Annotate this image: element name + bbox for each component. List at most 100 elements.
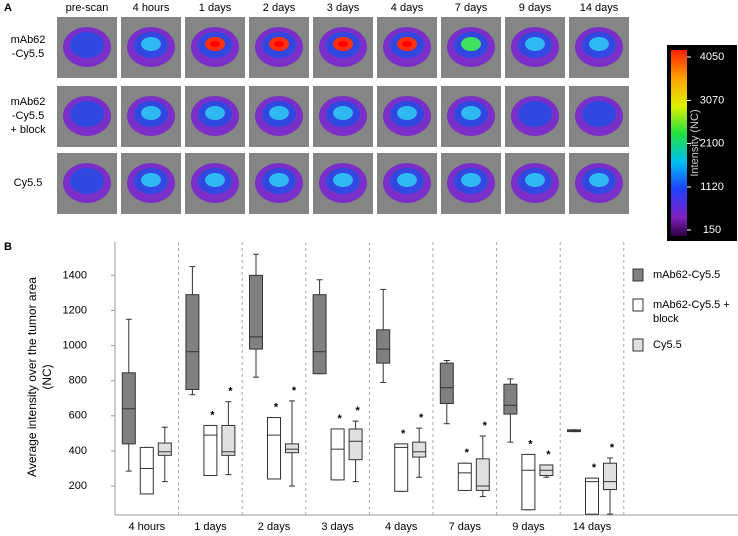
box [221, 424, 236, 456]
colorbar-label: Intensity (NC) [689, 109, 701, 176]
legend-swatch [632, 268, 644, 282]
x-tick-label: 4 hours [128, 521, 165, 533]
signal [333, 173, 353, 187]
row-label-line: + block [10, 124, 46, 136]
box [157, 442, 172, 456]
significance: * [528, 438, 533, 450]
box [312, 294, 327, 375]
signal [70, 101, 104, 127]
panel-label: B [4, 241, 12, 253]
row-label-line: -Cy5.5 [11, 48, 45, 60]
y-axis-label: Average intensity over the tumor area (N… [25, 277, 54, 477]
signal [518, 101, 552, 127]
row-label-line: mAb62 [10, 34, 46, 46]
x-tick-label: 1 days [194, 521, 227, 533]
x-tick-label: 7 days [449, 521, 482, 533]
significance: * [401, 428, 406, 440]
signal [338, 41, 348, 47]
significance: * [228, 386, 233, 398]
column-label: 4 days [391, 2, 424, 14]
y-tick-label: 600 [69, 410, 87, 422]
column-label: 4 hours [133, 2, 170, 14]
x-tick-label: 4 days [385, 521, 418, 533]
legend-swatch [632, 338, 644, 352]
box [267, 417, 281, 480]
signal [525, 173, 545, 187]
row-label-line: Cy5.5 [13, 177, 43, 189]
box [439, 362, 454, 405]
box [503, 383, 518, 415]
box [603, 462, 617, 491]
legend-swatch [632, 298, 644, 312]
significance: * [337, 413, 342, 425]
significance: * [592, 462, 597, 474]
signal [210, 41, 220, 47]
box [185, 294, 200, 390]
signal [269, 173, 289, 187]
box [203, 424, 218, 476]
y-tick-label: 1000 [63, 339, 87, 351]
x-tick-label: 2 days [258, 521, 291, 533]
signal [461, 173, 481, 187]
box [348, 428, 363, 461]
significance: * [546, 449, 551, 461]
legend-label: mAb62-Cy5.5 + block [653, 299, 730, 325]
row-label: Cy5.5 [0, 176, 56, 190]
x-tick-label: 9 days [512, 521, 545, 533]
signal [525, 37, 545, 51]
box [475, 458, 490, 491]
signal [274, 41, 284, 47]
box [585, 477, 599, 515]
signal [589, 173, 609, 187]
signal [582, 101, 616, 127]
signal [269, 106, 289, 120]
column-label: pre-scan [66, 2, 109, 14]
significance: * [483, 420, 488, 432]
signal [402, 41, 412, 47]
signal [141, 173, 161, 187]
box [330, 428, 345, 481]
colorbar-tick-label: 150 [703, 224, 721, 236]
panel-label: A [4, 2, 12, 14]
legend-label: mAb62-Cy5.5 [653, 269, 721, 281]
signal [397, 106, 417, 120]
box [394, 443, 409, 492]
signal [205, 106, 225, 120]
signal [461, 106, 481, 120]
box [521, 453, 536, 511]
y-tick-label: 1400 [63, 269, 87, 281]
box [457, 462, 472, 491]
box [285, 443, 299, 454]
box [249, 274, 263, 350]
colorbar [671, 50, 687, 236]
significance: * [610, 442, 615, 454]
column-label: 3 days [327, 2, 360, 14]
column-label: 9 days [519, 2, 552, 14]
signal [461, 37, 481, 51]
significance: * [210, 409, 215, 421]
column-label: 14 days [580, 2, 619, 14]
significance: * [419, 412, 424, 424]
signal [141, 37, 161, 51]
box [412, 441, 427, 458]
y-tick-label: 800 [69, 375, 87, 387]
x-tick-label: 14 days [573, 521, 612, 533]
signal [70, 32, 104, 58]
signal [333, 106, 353, 120]
colorbar-tick-label: 2100 [700, 137, 724, 149]
x-tick-label: 3 days [321, 521, 354, 533]
significance: * [292, 385, 297, 397]
y-tick-label: 400 [69, 445, 87, 457]
column-label: 1 days [199, 2, 232, 14]
significance: * [355, 405, 360, 417]
box [376, 329, 391, 364]
box [139, 446, 154, 495]
signal [589, 37, 609, 51]
significance: * [274, 401, 279, 413]
signal [70, 168, 104, 194]
colorbar-tick-label: 4050 [700, 51, 724, 63]
y-tick-label: 1200 [63, 304, 87, 316]
row-label: mAb62 -Cy5.5 [0, 33, 56, 61]
